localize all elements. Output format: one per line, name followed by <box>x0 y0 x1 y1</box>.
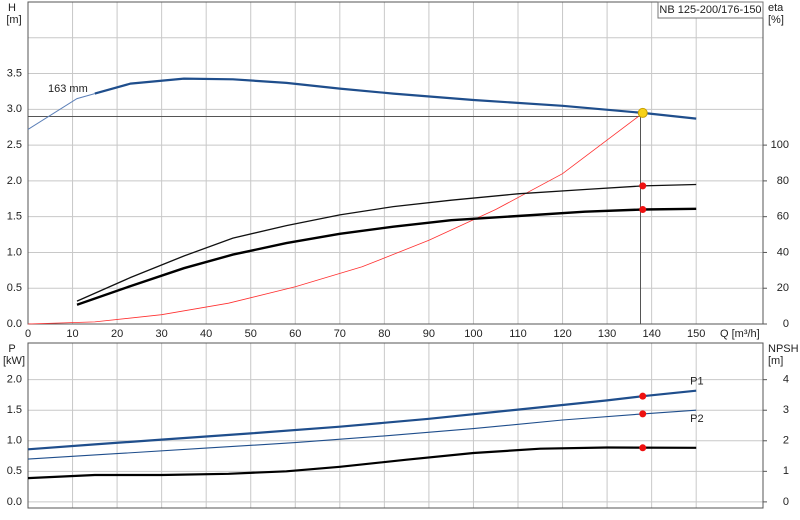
x-tick-label: 110 <box>509 328 527 340</box>
y-tick-label: 2.0 <box>7 175 22 187</box>
curve-label: P2 <box>690 413 703 425</box>
x-tick-label: 60 <box>289 328 301 340</box>
curve <box>27 389 697 451</box>
x-tick-label: 80 <box>378 328 390 340</box>
y2-tick-label: 3 <box>783 404 789 416</box>
y-tick-label: 2.5 <box>7 139 22 151</box>
title-box <box>657 1 764 19</box>
y-axis-unit: [m] <box>6 14 21 26</box>
x-tick-label: 120 <box>553 328 571 340</box>
x-tick-label: 40 <box>200 328 212 340</box>
y-axis-label: P <box>8 343 15 355</box>
chart-title: NB 125-200/176-150 <box>659 4 761 16</box>
y-tick-label: 3.5 <box>7 67 22 79</box>
x-tick-label: 30 <box>156 328 168 340</box>
y2-tick-label: 100 <box>771 139 789 151</box>
x-tick-label: 50 <box>245 328 257 340</box>
y2-axis-unit: [%] <box>768 14 784 26</box>
y-tick-label: 0.0 <box>7 318 22 330</box>
y2-tick-label: 0 <box>783 496 789 508</box>
y2-tick-label: 80 <box>777 175 789 187</box>
curve <box>27 446 697 480</box>
y-tick-label: 1.0 <box>7 246 22 258</box>
y-axis-label: H <box>8 2 16 14</box>
x-tick-label: 0 <box>25 328 31 340</box>
x-tick-label: 130 <box>598 328 616 340</box>
y2-tick-label: 40 <box>777 246 789 258</box>
curve <box>76 207 697 306</box>
y2-tick-label: 20 <box>777 282 789 294</box>
duty-point <box>639 392 647 400</box>
y2-axis-label: NPSH <box>768 343 799 355</box>
y-tick-label: 0.5 <box>7 465 22 477</box>
y2-tick-label: 2 <box>783 435 789 447</box>
y2-tick-label: 1 <box>783 465 789 477</box>
y-tick-label: 1.5 <box>7 211 22 223</box>
x-tick-label: 10 <box>66 328 78 340</box>
curve <box>76 183 697 302</box>
x-tick-label: 100 <box>464 328 482 340</box>
x-tick-label: 140 <box>642 328 660 340</box>
y2-axis-unit: [m] <box>768 355 783 367</box>
y-tick-label: 1.5 <box>7 404 22 416</box>
duty-point <box>639 182 647 190</box>
plot-frame <box>27 1 764 325</box>
y-tick-label: 0.5 <box>7 282 22 294</box>
x-axis-label: Q [m³/h] <box>720 328 760 340</box>
y-tick-label: 0.0 <box>7 496 22 508</box>
y-tick-label: 2.0 <box>7 374 22 386</box>
plot-frame <box>27 342 764 509</box>
duty-point <box>639 444 647 452</box>
x-tick-label: 90 <box>423 328 435 340</box>
duty-point <box>637 107 648 118</box>
y-tick-label: 1.0 <box>7 435 22 447</box>
curve-label: P1 <box>690 376 703 388</box>
duty-point <box>639 206 647 214</box>
y2-tick-label: 60 <box>777 211 789 223</box>
curve <box>27 93 95 130</box>
duty-point <box>639 410 647 418</box>
curve <box>27 409 697 460</box>
annotation: 163 mm <box>48 83 88 95</box>
x-tick-label: 20 <box>111 328 123 340</box>
x-tick-label: 150 <box>687 328 705 340</box>
y-tick-label: 3.0 <box>7 103 22 115</box>
curve <box>27 116 639 325</box>
y2-tick-label: 0 <box>783 318 789 330</box>
y2-tick-label: 4 <box>783 374 789 386</box>
y2-axis-label: eta <box>768 2 784 14</box>
curve <box>94 77 697 120</box>
y-axis-unit: [kW] <box>3 355 25 367</box>
x-tick-label: 70 <box>334 328 346 340</box>
